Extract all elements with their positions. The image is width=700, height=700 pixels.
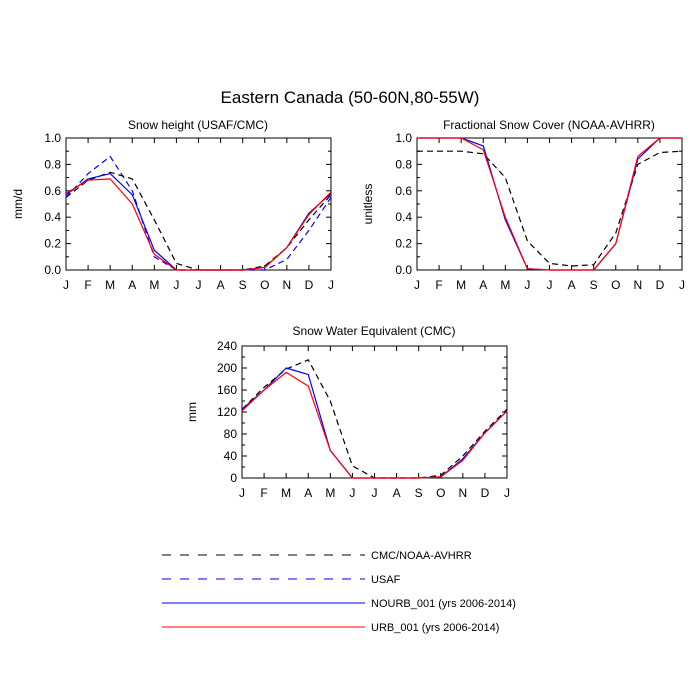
x-tick-label: J [524, 278, 530, 292]
y-tick-label: 0.2 [44, 237, 61, 251]
series-line-usaf [65, 155, 332, 271]
series-line-urb [65, 178, 332, 271]
x-tick-label: J [196, 278, 202, 292]
x-tick-label: O [436, 486, 445, 500]
y-tick-label: 120 [217, 405, 237, 419]
x-tick-label: D [656, 278, 665, 292]
plot-frame [241, 345, 508, 479]
series-line-nourb [241, 367, 508, 479]
series-line-urb [241, 371, 508, 479]
x-tick-label: S [590, 278, 598, 292]
y-tick-label: 0.0 [44, 263, 61, 277]
x-tick-label: N [633, 278, 642, 292]
y-tick-label: 1.0 [44, 131, 61, 145]
x-tick-label: M [500, 278, 510, 292]
x-tick-label: D [305, 278, 314, 292]
y-tick-label: 0.2 [395, 237, 412, 251]
x-tick-label: N [458, 486, 467, 500]
x-tick-label: J [547, 278, 553, 292]
x-tick-label: J [173, 278, 179, 292]
series-line-nourb [417, 137, 682, 271]
y-tick-label: 200 [217, 361, 237, 375]
y-axis-label: mm [185, 402, 199, 422]
x-tick-label: F [435, 278, 442, 292]
x-tick-label: J [328, 278, 334, 292]
x-tick-label: O [611, 278, 620, 292]
y-tick-label: 160 [217, 383, 237, 397]
x-tick-label: M [456, 278, 466, 292]
y-tick-label: 0.0 [395, 263, 412, 277]
x-tick-label: J [349, 486, 355, 500]
fractional-snow-cover-panel: Fractional Snow Cover (NOAA-AVHRR) unitl… [361, 118, 685, 292]
plot-frame [416, 137, 683, 271]
y-tick-label: 0.8 [44, 157, 61, 171]
x-tick-label: S [239, 278, 247, 292]
legend-label: CMC/NOAA-AVHRR [371, 550, 472, 562]
legend-item-urb: URB_001 (yrs 2006-2014) [162, 622, 499, 634]
x-tick-label: A [393, 486, 401, 500]
x-tick-label: M [281, 486, 291, 500]
y-tick-label: 0.6 [395, 184, 412, 198]
y-tick-label: 0.8 [395, 157, 412, 171]
x-tick-label: A [304, 486, 312, 500]
x-tick-label: J [372, 486, 378, 500]
y-tick-label: 80 [224, 427, 238, 441]
y-tick-label: 0.4 [44, 210, 61, 224]
x-tick-label: J [679, 278, 685, 292]
y-tick-label: 1.0 [395, 131, 412, 145]
legend: CMC/NOAA-AVHRR USAF NOURB_001 (yrs 2006-… [162, 550, 516, 634]
series-line-nourb [65, 173, 332, 271]
legend-item-nourb: NOURB_001 (yrs 2006-2014) [162, 598, 516, 610]
x-tick-label: J [63, 278, 69, 292]
x-tick-label: F [260, 486, 267, 500]
y-tick-label: 40 [224, 449, 238, 463]
panel-title: Snow height (USAF/CMC) [128, 118, 268, 132]
x-tick-label: M [105, 278, 115, 292]
panel-title: Fractional Snow Cover (NOAA-AVHRR) [443, 118, 655, 132]
legend-label: NOURB_001 (yrs 2006-2014) [371, 598, 516, 610]
x-tick-label: M [149, 278, 159, 292]
legend-label: URB_001 (yrs 2006-2014) [371, 622, 499, 634]
y-tick-label: 0.4 [395, 210, 412, 224]
y-axis-label: unitless [361, 184, 375, 225]
x-tick-label: S [415, 486, 423, 500]
x-tick-label: N [282, 278, 291, 292]
plot-frame [65, 137, 332, 271]
y-axis-label: mm/d [11, 189, 25, 219]
y-tick-label: 0 [230, 471, 237, 485]
legend-label: USAF [371, 574, 401, 586]
series-line-urb [417, 137, 682, 271]
figure-title: Eastern Canada (50-60N,80-55W) [221, 88, 480, 107]
series-line-obs [417, 150, 683, 267]
legend-item-obs: CMC/NOAA-AVHRR [162, 550, 472, 562]
x-tick-label: M [325, 486, 335, 500]
x-tick-label: F [84, 278, 91, 292]
x-tick-label: J [414, 278, 420, 292]
x-tick-label: O [260, 278, 269, 292]
legend-item-usaf: USAF [162, 574, 401, 586]
series-line-obs [65, 171, 332, 271]
x-tick-label: A [128, 278, 136, 292]
x-tick-label: A [217, 278, 225, 292]
x-tick-label: J [504, 486, 510, 500]
series-line-obs [241, 359, 508, 479]
panel-title: Snow Water Equivalent (CMC) [293, 324, 456, 338]
x-tick-label: J [239, 486, 245, 500]
x-tick-label: A [568, 278, 576, 292]
y-tick-label: 240 [217, 339, 237, 353]
x-tick-label: D [481, 486, 490, 500]
y-tick-label: 0.6 [44, 184, 61, 198]
x-tick-label: A [479, 278, 487, 292]
